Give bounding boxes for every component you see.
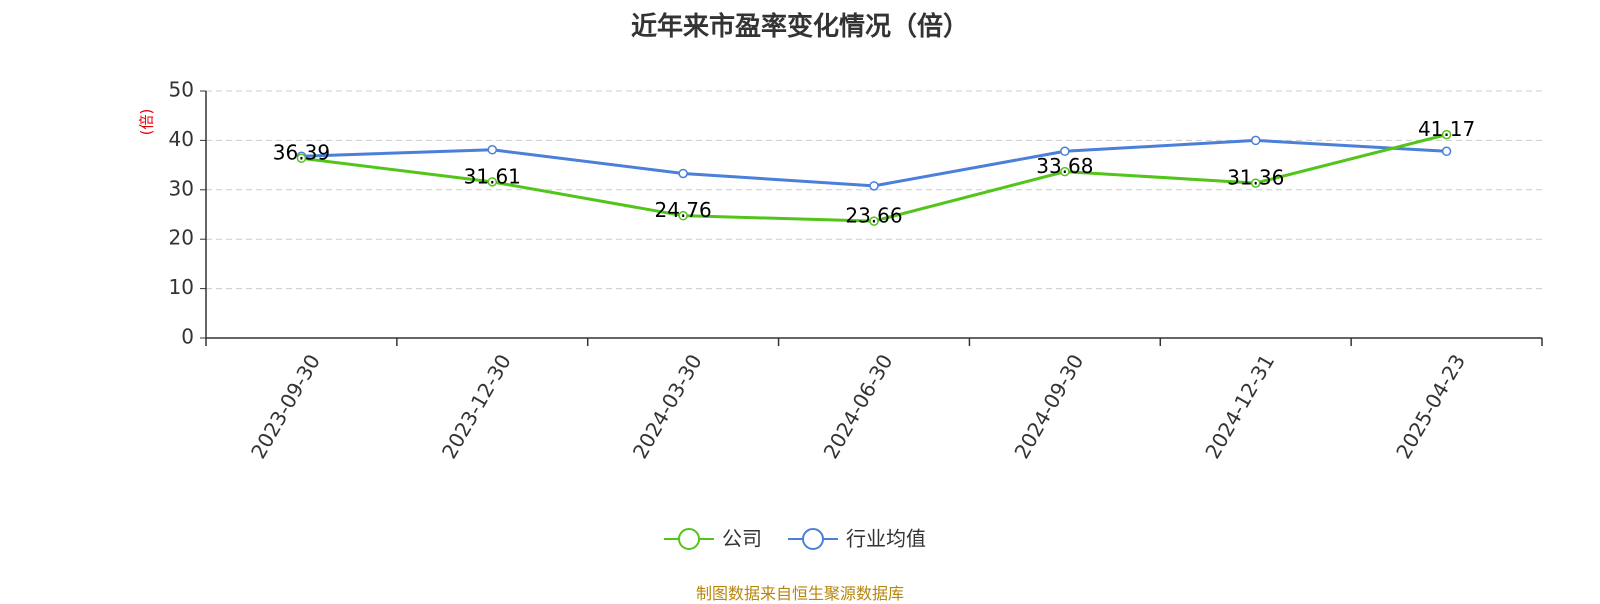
x-tick-label: 2023-12-30 bbox=[437, 350, 516, 463]
data-point-company bbox=[1441, 129, 1452, 140]
data-label: 41.17 bbox=[1418, 117, 1475, 141]
data-label: 31.61 bbox=[464, 164, 521, 188]
y-tick-label: 40 bbox=[169, 127, 194, 151]
y-axis-label: (倍) bbox=[138, 109, 156, 136]
data-point-industry bbox=[869, 181, 879, 191]
x-tick-label: 2024-12-31 bbox=[1200, 350, 1279, 463]
legend-label-industry: 行业均值 bbox=[846, 527, 926, 551]
y-tick-label: 20 bbox=[169, 226, 194, 250]
y-tick-label: 50 bbox=[169, 78, 194, 102]
data-label: 24.76 bbox=[655, 198, 712, 222]
data-point-company bbox=[869, 216, 879, 226]
data-point-company bbox=[1250, 178, 1261, 188]
chart-title: 近年来市盈率变化情况（倍） bbox=[630, 12, 969, 42]
grid-lines bbox=[206, 90, 1542, 290]
x-tick-label: 2024-03-30 bbox=[628, 350, 707, 463]
legend[interactable]: 公司 行业均值 bbox=[664, 527, 926, 551]
data-label: 31.36 bbox=[1227, 166, 1284, 190]
data-point-industry bbox=[487, 145, 498, 155]
data-label: 36.39 bbox=[273, 141, 330, 165]
data-label: 23.66 bbox=[845, 204, 902, 228]
data-point-industry bbox=[1250, 135, 1261, 146]
x-tick-label: 2023-09-30 bbox=[246, 350, 325, 463]
x-tick-label: 2025-04-23 bbox=[1391, 350, 1470, 463]
data-point-industry bbox=[1060, 146, 1070, 157]
y-tick-label: 0 bbox=[181, 325, 194, 349]
data-point-company bbox=[296, 153, 307, 163]
legend-marker-company bbox=[678, 528, 700, 550]
y-tick-label: 30 bbox=[169, 176, 194, 200]
data-label: 33.68 bbox=[1036, 154, 1093, 178]
data-point-company bbox=[1060, 166, 1070, 177]
y-tick-label: 10 bbox=[169, 275, 194, 299]
x-tick-label: 2024-09-30 bbox=[1009, 350, 1088, 463]
data-point-industry bbox=[678, 168, 688, 179]
legend-marker-industry bbox=[802, 528, 824, 550]
data-point-company bbox=[678, 210, 688, 221]
source-note: 制图数据来自恒生聚源数据库 bbox=[695, 584, 904, 603]
series-layer bbox=[296, 129, 1452, 226]
data-labels: 36.39 31.61 24.76 23.66 33.68 31.36 41.17 bbox=[273, 117, 1475, 227]
data-point-company bbox=[487, 177, 498, 187]
data-point-industry bbox=[1441, 146, 1452, 157]
axes: 0 10 20 30 40 50 2023-09-30 2023-12-30 2024-03-3… bbox=[169, 78, 1543, 463]
legend-label-company: 公司 bbox=[722, 527, 762, 551]
x-tick-label: 2024-06-30 bbox=[819, 350, 898, 463]
